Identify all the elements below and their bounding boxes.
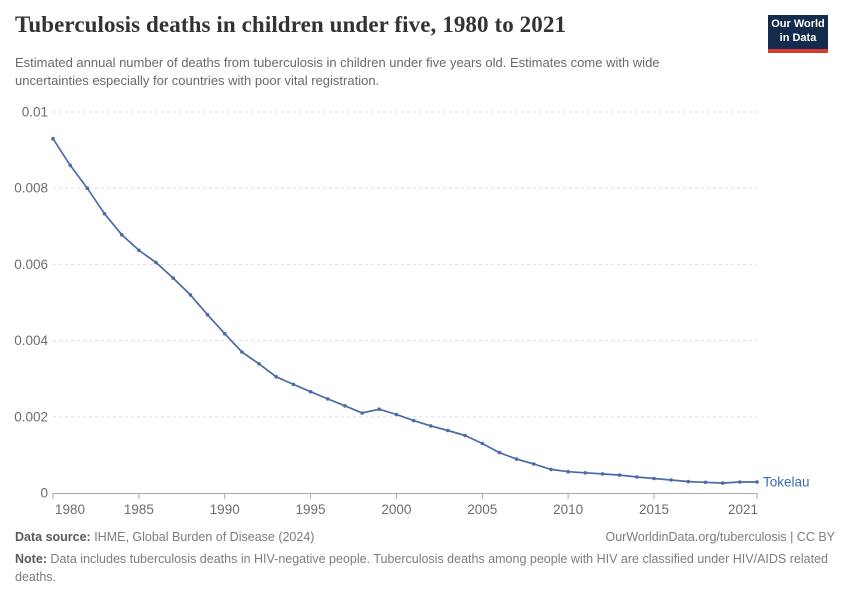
data-point[interactable] <box>411 418 416 423</box>
y-tick-label: 0.004 <box>14 333 48 348</box>
series-line-tokelau[interactable] <box>52 137 758 484</box>
y-tick-label: 0.006 <box>14 257 48 272</box>
data-point[interactable] <box>480 441 485 446</box>
data-point[interactable] <box>154 260 158 265</box>
data-point[interactable] <box>171 276 175 280</box>
data-source-line: Data source: IHME, Global Burden of Dise… <box>15 530 314 544</box>
x-tick-label: 2021 <box>728 502 758 517</box>
data-point[interactable] <box>738 480 742 484</box>
chart-footer: Data source: IHME, Global Burden of Dise… <box>15 530 835 586</box>
data-point[interactable] <box>360 411 364 415</box>
note-text: Data includes tuberculosis deaths in HIV… <box>15 552 828 584</box>
data-point[interactable] <box>137 248 141 253</box>
x-tick-label: 2005 <box>467 502 497 517</box>
data-point[interactable] <box>394 412 399 417</box>
data-point[interactable] <box>652 476 656 481</box>
entity-label-tokelau[interactable]: Tokelau <box>763 474 810 489</box>
data-point[interactable] <box>686 479 691 484</box>
note-line: Note: Data includes tuberculosis deaths … <box>15 551 835 586</box>
data-point[interactable] <box>240 350 244 354</box>
x-tick-label: 1990 <box>210 502 240 517</box>
data-point[interactable] <box>497 450 502 455</box>
y-tick-label: 0.002 <box>14 409 48 424</box>
data-point[interactable] <box>755 480 759 484</box>
data-point[interactable] <box>549 467 553 472</box>
data-point[interactable] <box>85 186 90 190</box>
attribution-link[interactable]: OurWorldinData.org/tuberculosis | CC BY <box>605 530 836 544</box>
data-point[interactable] <box>377 407 382 412</box>
data-point[interactable] <box>222 331 227 336</box>
x-tick-label: 2015 <box>639 502 669 517</box>
x-tick-label: 1985 <box>124 502 154 517</box>
owid-logo-line1: Our World <box>771 18 825 31</box>
x-tick-label: 1995 <box>296 502 326 517</box>
data-point[interactable] <box>566 469 570 474</box>
page-title: Tuberculosis deaths in children under fi… <box>15 12 567 37</box>
data-point[interactable] <box>291 382 296 387</box>
y-tick-label: 0 <box>40 486 48 501</box>
owid-logo[interactable]: Our World in Data <box>768 15 828 53</box>
data-point[interactable] <box>446 428 450 433</box>
data-point[interactable] <box>188 293 193 297</box>
x-tick-label: 2000 <box>381 502 411 517</box>
data-point[interactable] <box>102 211 107 216</box>
data-point[interactable] <box>514 457 519 461</box>
data-point[interactable] <box>308 389 313 394</box>
chart-subtitle: Estimated annual number of deaths from t… <box>15 55 660 88</box>
data-point[interactable] <box>617 473 622 477</box>
owid-logo-line2: in Data <box>779 32 817 44</box>
data-point[interactable] <box>583 471 588 475</box>
data-point[interactable] <box>635 475 639 479</box>
data-point[interactable] <box>51 136 55 141</box>
x-tick-label: 2010 <box>553 502 583 517</box>
data-source-label: Data source: <box>15 530 91 544</box>
data-point[interactable] <box>703 480 708 485</box>
data-point[interactable] <box>429 424 433 428</box>
x-tick-label: 1980 <box>55 502 85 517</box>
data-point[interactable] <box>343 404 347 408</box>
data-point[interactable] <box>532 462 536 466</box>
data-point[interactable] <box>274 375 279 379</box>
y-tick-label: 0.008 <box>14 181 48 196</box>
data-point[interactable] <box>257 362 261 366</box>
y-tick-label: 0.01 <box>22 105 48 120</box>
data-point[interactable] <box>600 472 605 476</box>
data-point[interactable] <box>669 478 673 482</box>
data-point[interactable] <box>463 433 467 438</box>
note-label: Note: <box>15 552 47 566</box>
data-point[interactable] <box>119 232 124 237</box>
data-point[interactable] <box>205 312 210 317</box>
data-point[interactable] <box>720 481 725 485</box>
data-source-value: IHME, Global Burden of Disease (2024) <box>90 530 315 544</box>
data-point[interactable] <box>68 163 72 168</box>
data-point[interactable] <box>325 397 330 401</box>
